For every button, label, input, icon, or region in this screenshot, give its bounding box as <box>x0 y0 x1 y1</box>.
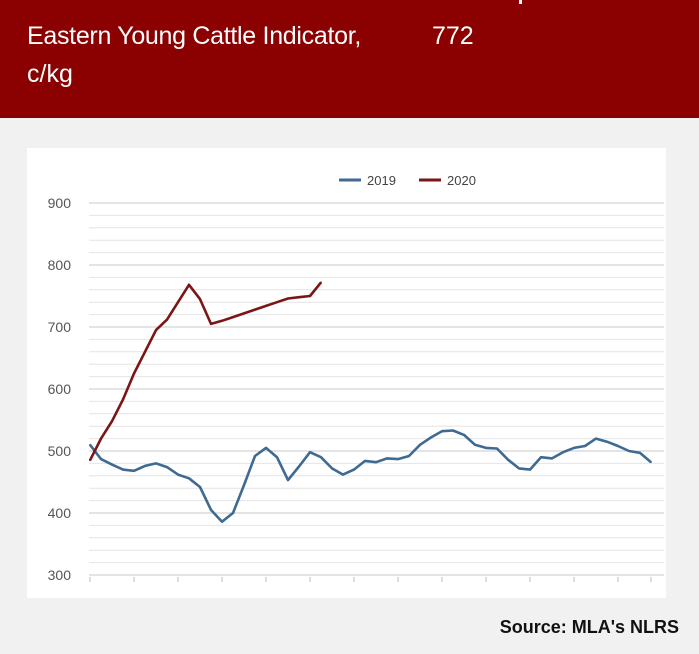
data-point-2019 <box>331 467 333 470</box>
series-line-2019 <box>88 429 652 524</box>
data-point-2019 <box>375 461 377 464</box>
data-point-2020 <box>199 298 201 300</box>
data-point-2019 <box>265 447 267 449</box>
data-point-2019 <box>320 456 322 459</box>
data-point-2020 <box>320 281 322 284</box>
data-point-2019 <box>221 520 223 523</box>
data-point-2019 <box>419 443 421 446</box>
data-point-2020 <box>188 283 190 286</box>
data-point-2020 <box>265 305 267 307</box>
y-tick-label: 900 <box>48 195 72 211</box>
data-point-2019 <box>364 460 366 462</box>
data-point-2020 <box>166 318 168 321</box>
legend-label-2019: 2019 <box>367 173 396 188</box>
data-point-2020 <box>133 372 135 375</box>
data-point-2019 <box>342 473 344 476</box>
data-point-2019 <box>89 443 91 446</box>
data-point-2019 <box>298 465 300 468</box>
chart-title: Eastern Young Cattle Indicator, <box>27 22 361 50</box>
data-point-2019 <box>529 468 531 471</box>
data-point-2020 <box>100 437 102 440</box>
data-point-2020 <box>232 316 234 318</box>
chart-panel: 300 400 500 600 700 800 900 2019 2020 <box>27 148 666 598</box>
data-point-2020 <box>221 319 223 322</box>
data-point-2019 <box>210 509 212 511</box>
y-tick-label: 800 <box>48 257 72 273</box>
data-point-2019 <box>144 464 146 467</box>
data-point-2019 <box>452 429 454 432</box>
data-point-2019 <box>111 463 113 466</box>
data-point-2020 <box>89 459 91 462</box>
data-point-2020 <box>210 323 212 325</box>
data-point-2019 <box>397 458 399 460</box>
chart-unit: c/kg <box>27 60 73 88</box>
data-point-2019 <box>166 466 168 469</box>
data-point-2019 <box>188 477 190 480</box>
data-point-2020 <box>276 301 278 304</box>
data-point-2019 <box>309 451 311 454</box>
data-point-2019 <box>573 447 575 449</box>
chart-header: Eastern Young Cattle Indicator, 772 c/kg <box>0 0 699 118</box>
data-point-2019 <box>639 451 641 454</box>
header-tick-mark <box>519 0 522 4</box>
data-point-2019 <box>650 461 652 464</box>
data-point-2019 <box>540 456 542 459</box>
data-point-2019 <box>485 447 487 449</box>
data-point-2019 <box>551 457 553 460</box>
data-point-2019 <box>474 443 476 446</box>
data-point-2019 <box>496 447 498 450</box>
data-point-2019 <box>232 512 234 514</box>
data-point-2020 <box>144 350 146 353</box>
y-tick-label: 600 <box>48 381 72 397</box>
data-point-2019 <box>463 433 465 436</box>
data-point-2019 <box>276 456 278 459</box>
data-point-2019 <box>518 467 520 470</box>
y-tick-label: 300 <box>48 567 72 583</box>
data-point-2019 <box>606 440 608 443</box>
data-point-2020 <box>254 308 256 311</box>
data-point-2019 <box>353 468 355 471</box>
legend-label-2020: 2020 <box>447 173 476 188</box>
data-point-2020 <box>122 398 124 401</box>
data-point-2019 <box>595 437 597 440</box>
data-point-2019 <box>617 445 619 447</box>
data-point-2019 <box>100 458 102 460</box>
data-point-2019 <box>243 484 245 486</box>
data-point-2019 <box>177 473 179 476</box>
current-value: 772 <box>432 22 474 50</box>
data-point-2019 <box>430 436 432 439</box>
source-note: Source: MLA's NLRS <box>499 617 679 637</box>
data-point-2019 <box>562 451 564 454</box>
data-point-2020 <box>155 329 157 331</box>
data-point-2020 <box>111 420 113 423</box>
data-point-2019 <box>628 450 630 452</box>
data-point-2019 <box>386 457 388 460</box>
data-point-2019 <box>584 445 586 447</box>
y-tick-label: 400 <box>48 505 72 521</box>
data-point-2019 <box>507 458 509 461</box>
y-tick-label: 700 <box>48 319 72 335</box>
data-point-2019 <box>287 479 289 482</box>
line-chart: 300 400 500 600 700 800 900 2019 2020 <box>48 173 664 583</box>
data-point-2020 <box>243 312 245 315</box>
data-point-2019 <box>254 455 256 457</box>
data-point-2019 <box>441 430 443 433</box>
data-point-2019 <box>122 468 124 471</box>
data-point-2020 <box>298 296 300 299</box>
series-line-2020 <box>88 281 323 461</box>
data-point-2019 <box>408 455 410 457</box>
data-point-2020 <box>309 295 311 297</box>
data-point-2019 <box>155 462 157 465</box>
data-point-2020 <box>177 301 179 304</box>
data-point-2019 <box>199 486 201 488</box>
data-point-2020 <box>287 297 289 300</box>
data-point-2019 <box>133 469 135 472</box>
y-tick-label: 500 <box>48 443 72 459</box>
